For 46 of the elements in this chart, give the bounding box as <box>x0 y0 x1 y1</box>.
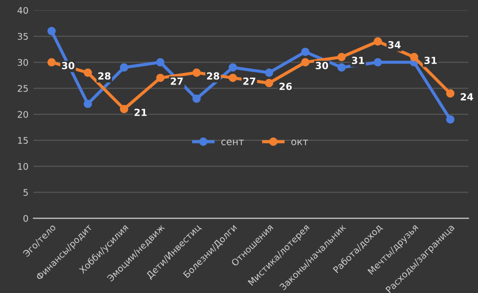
point <box>192 68 201 77</box>
legend-label: сент <box>221 140 244 146</box>
data-label: 28 <box>207 72 220 80</box>
data-label: 34 <box>388 41 401 48</box>
data-label: 21 <box>134 108 147 116</box>
point <box>192 94 201 103</box>
point <box>264 78 274 88</box>
y-tick-label: 10 <box>18 163 28 170</box>
y-tick-label: 15 <box>18 137 28 144</box>
point <box>47 58 56 66</box>
point <box>120 63 128 72</box>
point <box>301 48 310 56</box>
data-label: 27 <box>243 78 256 85</box>
data-label: 26 <box>280 82 292 90</box>
y-tick-label: 20 <box>18 111 28 118</box>
data-label: 31 <box>424 56 437 64</box>
y-tick-label: 40 <box>18 6 28 14</box>
point <box>120 104 128 114</box>
data-label: 28 <box>98 72 110 80</box>
data-label: 27 <box>170 78 183 85</box>
data-label: 30 <box>316 62 328 70</box>
point <box>84 100 92 108</box>
point <box>228 74 237 82</box>
point <box>47 26 56 36</box>
point <box>446 89 454 98</box>
point <box>301 58 310 66</box>
point <box>374 58 382 66</box>
data-label: 30 <box>62 62 74 70</box>
point <box>446 115 454 124</box>
data-label: 31 <box>352 56 364 64</box>
y-tick-label: 25 <box>18 84 28 92</box>
y-tick-label: 5 <box>24 189 28 196</box>
point <box>156 58 164 66</box>
point <box>264 68 274 77</box>
data-label: 24 <box>460 93 474 100</box>
point <box>374 37 382 46</box>
point <box>337 52 346 62</box>
y-tick-label: 35 <box>18 32 28 40</box>
point <box>410 52 418 62</box>
point <box>228 63 237 72</box>
y-tick-label: 0 <box>23 215 28 222</box>
y-tick-label: 30 <box>18 58 28 66</box>
point <box>84 68 92 77</box>
legend-label: окт <box>291 140 308 146</box>
point <box>156 74 164 82</box>
point <box>337 63 346 72</box>
